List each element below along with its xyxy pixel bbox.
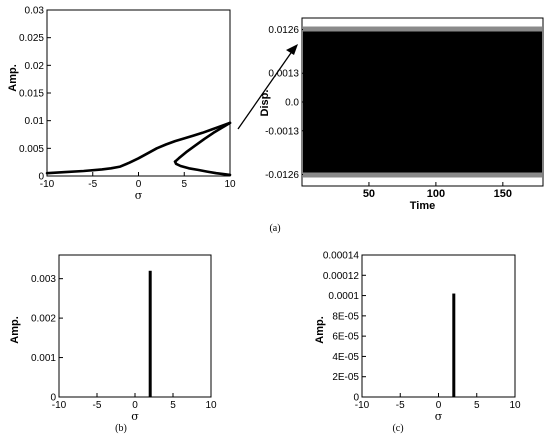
c-y-tick-label: 4E-05 xyxy=(332,352,359,363)
a-right-x-tick-label: 150 xyxy=(494,188,512,200)
b-x-tick-label: 0 xyxy=(132,400,138,411)
response-curve-1 xyxy=(173,160,232,177)
c-x-tick-label: 5 xyxy=(474,400,480,411)
panel-a-right-chart: 50 100 150 0.0126 0.0013 0.0 -0.0013 -0.0126 Tim… xyxy=(259,17,544,212)
panel-c-chart: -10 -5 0 5 10 0 2E-05 4E-05 6E-05 8E-05 0.0001 0.00… xyxy=(314,251,521,424)
a-right-y-tick-label: 0.0126 xyxy=(268,25,299,36)
a-left-y-tick-label: 0 xyxy=(38,172,44,183)
a-left-x-tick-label: -10 xyxy=(40,179,55,190)
c-x-tick-label: 10 xyxy=(509,400,521,411)
a-right-y-tick-label: -0.0013 xyxy=(265,126,299,137)
a-left-x-tick-label: 5 xyxy=(181,179,187,190)
c-y-tick-label: 8E-05 xyxy=(332,311,359,322)
c-plot-frame xyxy=(361,254,516,398)
c-y-tick-label: 2E-05 xyxy=(332,372,359,383)
caption-c: (c) xyxy=(392,423,403,434)
b-y-tick-label: 0 xyxy=(50,393,56,404)
a-left-y-tick-label: 0.025 xyxy=(19,33,44,44)
c-y-tick-label: 6E-05 xyxy=(332,332,359,343)
pointer-arrow-head xyxy=(286,44,298,55)
displacement-envelope xyxy=(303,31,542,173)
c-y-tick-label: 0.00012 xyxy=(323,271,360,282)
c-x-tick-label: -5 xyxy=(396,400,405,411)
c-y-tick-label: 0 xyxy=(353,393,359,404)
response-curve-0 xyxy=(45,121,232,175)
response-curve-2 xyxy=(173,121,232,163)
pointer-arrow xyxy=(237,49,294,130)
a-left-x-tick-label: 0 xyxy=(136,179,142,190)
panel-b-chart: -10 -5 0 5 10 0 0.001 0.002 0.003 σ Amp. xyxy=(9,254,217,423)
c-x-tick-label: -10 xyxy=(355,400,370,411)
a-left-y-tick-label: 0.005 xyxy=(19,144,44,155)
b-x-tick-label: 10 xyxy=(205,400,217,411)
c-x-tick-label: 0 xyxy=(436,400,442,411)
a-right-x-tick-label: 50 xyxy=(363,188,375,200)
a-left-plot-frame xyxy=(46,9,231,177)
a-left-y-tick-label: 0.01 xyxy=(25,116,45,127)
a-left-y-tick-label: 0.015 xyxy=(19,89,44,100)
b-y-tick-label: 0.001 xyxy=(31,353,56,364)
caption-a: (a) xyxy=(269,223,280,234)
b-x-tick-label: 5 xyxy=(170,400,176,411)
b-x-tick-label: -5 xyxy=(93,400,102,411)
spike-bar xyxy=(148,270,152,397)
b-x-tick-label: -10 xyxy=(52,400,67,411)
a-left-x-axis-label: σ xyxy=(135,189,143,202)
a-right-y-axis-label: Disp. xyxy=(259,90,271,117)
a-right-y-tick-label: -0.0126 xyxy=(265,170,299,181)
spike-bar xyxy=(452,293,456,397)
a-left-y-axis-label: Amp. xyxy=(7,64,19,92)
c-y-axis-label: Amp. xyxy=(314,316,326,344)
caption-b: (b) xyxy=(115,423,127,434)
a-left-y-tick-label: 0.03 xyxy=(25,6,45,17)
b-y-tick-label: 0.002 xyxy=(31,314,56,325)
a-left-x-tick-label: -5 xyxy=(88,179,97,190)
a-right-y-tick-label: 0.0013 xyxy=(268,69,299,80)
b-y-axis-label: Amp. xyxy=(9,316,21,344)
b-plot-frame xyxy=(58,254,212,398)
c-y-tick-label: 0.0001 xyxy=(328,291,359,302)
b-x-axis-label: σ xyxy=(131,410,139,423)
a-left-x-tick-label: 10 xyxy=(224,179,236,190)
a-right-y-tick-label: 0.0 xyxy=(285,98,299,109)
b-y-tick-label: 0.003 xyxy=(31,274,56,285)
a-right-x-tick-label: 100 xyxy=(427,188,445,200)
c-x-axis-label: σ xyxy=(435,410,443,423)
a-right-x-axis-label: Time xyxy=(410,200,435,212)
panel-a-left-chart: -10 -5 0 5 10 0 0.005 0.01 0.015 0.02 0.025 0.03 σ Am… xyxy=(7,6,236,203)
c-y-tick-label: 0.00014 xyxy=(323,251,360,262)
a-left-y-tick-label: 0.02 xyxy=(25,61,45,72)
